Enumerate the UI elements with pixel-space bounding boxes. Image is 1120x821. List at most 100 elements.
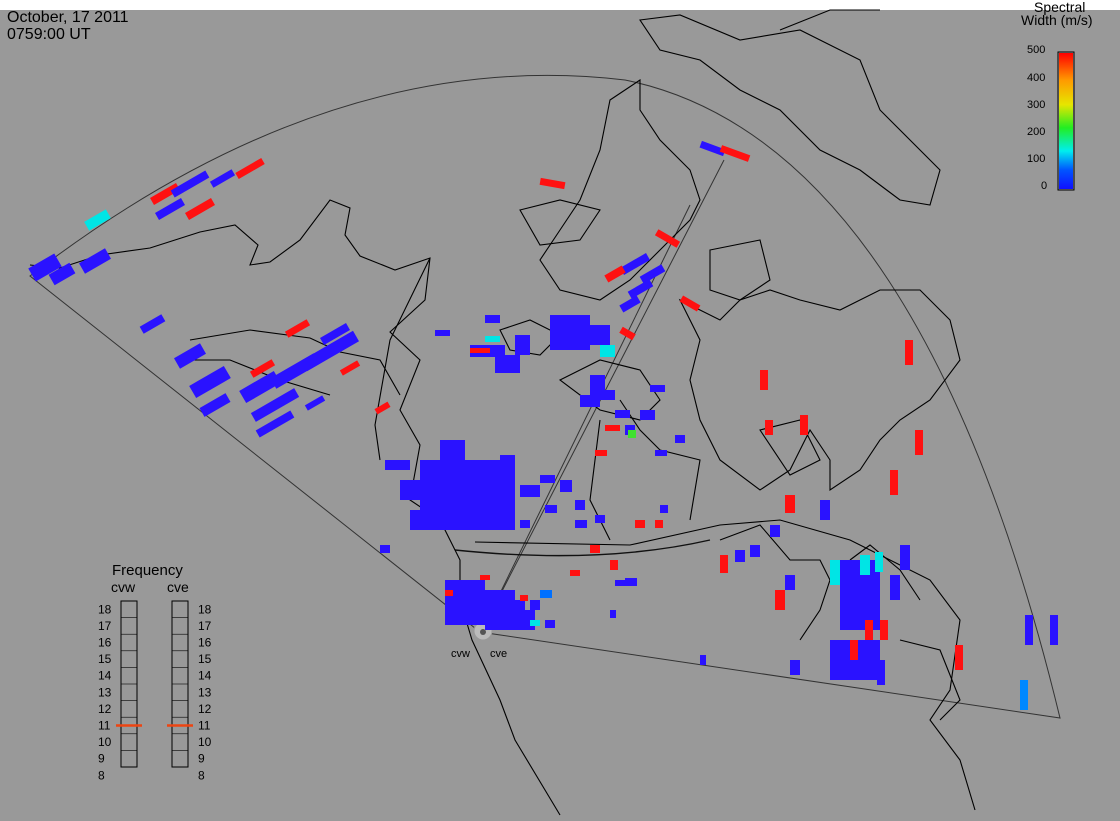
frequency-tick-label: 8: [198, 768, 205, 782]
backscatter-cell: [185, 198, 215, 220]
colorbar-tick: 200: [1027, 126, 1045, 138]
backscatter-cell: [627, 279, 654, 299]
backscatter-cell: [610, 560, 618, 570]
backscatter-cell: [790, 660, 800, 675]
backscatter-cell: [1050, 615, 1058, 645]
backscatter-cell: [520, 595, 528, 601]
backscatter-cell: [595, 515, 605, 523]
frequency-tick-label: 16: [98, 636, 112, 650]
backscatter-cell: [860, 555, 870, 575]
backscatter-cell: [550, 315, 590, 350]
backscatter-cell: [890, 470, 898, 495]
backscatter-cell: [639, 264, 666, 284]
frequency-tick-label: 12: [98, 702, 112, 716]
latitude-line: [454, 539, 711, 557]
frequency-tick-label: 15: [98, 652, 112, 666]
backscatter-cell: [820, 500, 830, 520]
backscatter-cell: [150, 183, 180, 205]
backscatter-cell: [699, 140, 726, 157]
backscatter-cell: [199, 393, 231, 417]
backscatter-cell: [605, 425, 620, 431]
frequency-tick-label: 15: [198, 652, 212, 666]
backscatter-cell: [485, 336, 500, 342]
backscatter-cell: [560, 480, 572, 492]
backscatter-cell: [877, 660, 885, 685]
backscatter-cell: [750, 545, 760, 557]
backscatter-cell: [600, 345, 615, 357]
backscatter-cell: [320, 323, 350, 345]
frequency-label-cvw: cvw: [111, 579, 136, 595]
backscatter-cell: [530, 620, 540, 626]
radar-label-cve: cve: [490, 648, 507, 660]
frequency-tick-label: 18: [198, 602, 212, 616]
backscatter-cell: [615, 580, 625, 586]
colorbar: Spectral Width (m/s) 500 400 300 200 100…: [1021, 0, 1093, 192]
backscatter-cell: [595, 450, 607, 456]
backscatter-cell: [770, 525, 780, 537]
frequency-tick-label: 10: [198, 735, 212, 749]
frequency-tick-label: 9: [198, 752, 205, 766]
backscatter-cell: [719, 145, 751, 162]
backscatter-cell: [775, 590, 785, 610]
backscatter-cell: [604, 265, 626, 283]
colorbar-title-line2: Width (m/s): [1021, 12, 1093, 28]
backscatter-cell: [640, 410, 655, 420]
backscatter-cell: [540, 590, 552, 598]
backscatter-cell: [515, 335, 530, 355]
backscatter-cell: [480, 575, 490, 580]
backscatter-cell: [249, 359, 276, 378]
backscatter-cell: [785, 495, 795, 513]
backscatter-cell: [304, 395, 326, 411]
frequency-tick-label: 14: [198, 669, 212, 683]
colorbar-tick: 0: [1041, 180, 1047, 192]
backscatter-cell: [575, 500, 585, 510]
backscatter-cell: [785, 575, 795, 590]
backscatter-cell: [590, 545, 600, 553]
backscatter-cell: [470, 348, 490, 353]
backscatter-cell: [590, 325, 610, 345]
backscatter-cell: [955, 645, 963, 670]
backscatter-cell: [610, 610, 616, 618]
backscatter-cell: [435, 330, 450, 336]
time-label: 0759:00 UT: [7, 26, 91, 43]
backscatter-cell: [700, 655, 706, 665]
frequency-tick-label: 14: [98, 669, 112, 683]
backscatter-cell: [284, 319, 311, 338]
frequency-label-cve: cve: [167, 579, 189, 595]
backscatter-cell: [800, 415, 808, 435]
frequency-tick-label: 13: [98, 685, 112, 699]
backscatter-cell: [380, 545, 390, 553]
backscatter-cell: [655, 520, 663, 528]
backscatter-cell: [255, 410, 295, 438]
backscatter-cell: [445, 580, 485, 625]
backscatter-cell: [170, 170, 210, 198]
frequency-tick-label: 17: [98, 619, 112, 633]
backscatter-cell: [174, 343, 206, 369]
frequency-tick-label: 11: [98, 719, 111, 733]
backscatter-cell: [619, 326, 636, 341]
backscatter-cell: [209, 169, 236, 188]
backscatter-cell: [139, 314, 166, 334]
frequency-panel: Frequency cvw cve 18 18 17 17 16 16 15 15 14 14 13…: [98, 562, 212, 782]
backscatter-cell: [875, 552, 883, 572]
backscatter-cell: [655, 450, 667, 456]
backscatter-cell: [635, 520, 645, 528]
backscatter-cell: [615, 410, 630, 418]
frequency-tick-label: 9: [98, 752, 105, 766]
backscatter-cells: [28, 140, 1058, 710]
backscatter-cell: [850, 640, 858, 660]
backscatter-cell: [765, 420, 773, 435]
colorbar-tick: 500: [1027, 44, 1045, 56]
backscatter-cell: [539, 177, 566, 190]
backscatter-cell: [545, 620, 555, 628]
backscatter-cell: [28, 253, 62, 282]
backscatter-cell: [155, 198, 185, 220]
backscatter-cell: [675, 435, 685, 443]
frequency-tick-label: 17: [198, 619, 212, 633]
backscatter-cell: [679, 295, 701, 312]
colorbar-tick: 400: [1027, 72, 1045, 84]
backscatter-cell: [1025, 615, 1033, 645]
field-of-view-outline: [29, 74, 1061, 719]
colorbar-title-line1: Spectral: [1034, 0, 1085, 15]
